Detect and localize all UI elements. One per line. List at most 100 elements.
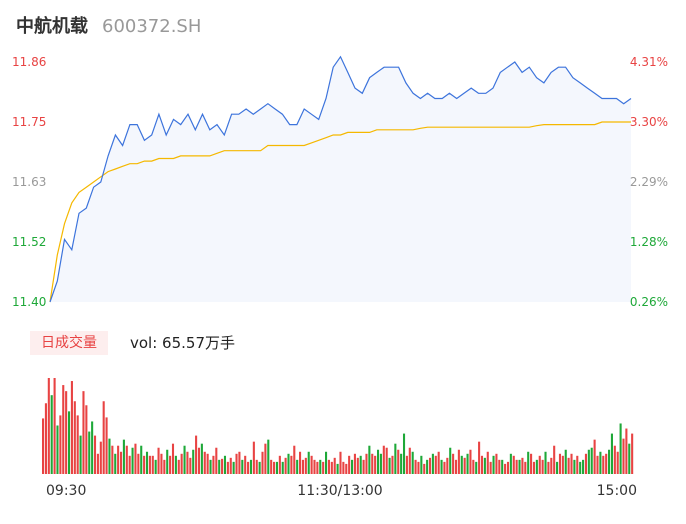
volume-bar (67, 411, 71, 474)
volume-bar (47, 378, 50, 474)
volume-bar (264, 443, 267, 474)
volume-bar (131, 447, 134, 474)
volume-bar (301, 459, 304, 474)
volume-bar (238, 451, 241, 474)
volume-bar (558, 453, 562, 474)
volume-bar (535, 459, 538, 474)
volume-bar (148, 455, 151, 474)
pct-tick-label: 3.30% (630, 115, 668, 129)
volume-bar (171, 443, 175, 474)
volume-bar (550, 457, 553, 474)
volume-bar (382, 445, 385, 474)
volume-bar (267, 439, 270, 474)
volume-bar (114, 453, 117, 474)
volume-bar (411, 451, 414, 474)
volume-bar (486, 451, 489, 474)
volume-bar (359, 455, 362, 474)
volume-bar (587, 449, 590, 474)
volume-bar (307, 451, 310, 474)
volume-bar (530, 453, 533, 474)
stock-name: 中航机载 (16, 16, 88, 37)
volume-bar (362, 459, 365, 474)
volume-bar (336, 463, 339, 474)
volume-bar (319, 459, 322, 474)
volume-bar (561, 455, 564, 474)
volume-bar (501, 459, 504, 474)
volume-bar (273, 461, 276, 474)
volume-bar (446, 457, 449, 474)
pct-tick-label: 2.29% (630, 175, 668, 189)
volume-bar (596, 455, 599, 474)
volume-bar (394, 443, 397, 474)
volume-bar (313, 459, 316, 474)
volume-bar (385, 447, 388, 474)
volume-bar (345, 463, 348, 474)
volume-bar (180, 453, 183, 474)
volume-bar (197, 447, 201, 474)
volume-bar (91, 421, 94, 474)
volume-bar (353, 453, 356, 474)
volume-bar (541, 459, 544, 474)
volume-bar (590, 447, 593, 474)
volume-bar (498, 459, 501, 474)
x-tick-label: 15:00 (597, 483, 637, 499)
volume-bar (400, 453, 403, 474)
volume-bar (472, 459, 475, 474)
volume-bar (154, 459, 157, 474)
volume-bar (62, 385, 65, 474)
volume-bar (512, 455, 515, 474)
stock-code: 600372.SH (102, 16, 202, 37)
volume-bar (296, 459, 299, 474)
volume-bar (105, 417, 108, 474)
volume-bar (495, 453, 498, 474)
volume-bar (232, 461, 235, 474)
volume-bar (449, 447, 452, 474)
volume-bar (437, 451, 440, 474)
volume-bar (160, 453, 163, 474)
volume-bar (50, 395, 53, 474)
pct-tick-label: 1.28% (630, 235, 668, 249)
volume-bar (206, 453, 209, 474)
volume-bar (163, 459, 166, 474)
volume-bar (567, 457, 570, 474)
volume-bar (270, 459, 273, 474)
price-tick-label: 11.63 (12, 175, 46, 189)
price-tick-label: 11.52 (12, 235, 46, 249)
volume-bar (475, 461, 478, 474)
volume-bar (189, 457, 192, 474)
x-tick-label: 09:30 (46, 483, 86, 499)
volume-bar (145, 451, 149, 474)
volume-bar (244, 455, 247, 474)
volume-bar (258, 461, 261, 474)
volume-bar (93, 435, 97, 474)
volume-bar (304, 457, 307, 474)
volume-bar (235, 453, 238, 474)
volume-bar (70, 381, 73, 474)
volume-bar (76, 415, 79, 474)
volume-bar (299, 451, 302, 474)
volume-bar (478, 441, 481, 474)
volume-bar (428, 457, 432, 474)
volume-bar (434, 455, 437, 474)
volume-bar (584, 453, 587, 474)
volume-bar (44, 403, 47, 474)
volume-bar (223, 455, 227, 474)
volume-bar (564, 449, 567, 474)
volume-bar (460, 455, 463, 474)
volume-bar (111, 445, 114, 474)
volume-bar (186, 451, 189, 474)
volume-bar (137, 453, 140, 474)
volume-bar (608, 449, 611, 474)
volume-bar (203, 451, 206, 474)
volume-bar (553, 445, 556, 474)
volume-bar (342, 461, 345, 474)
volume-bar (440, 459, 443, 474)
volume-bar (619, 423, 622, 474)
volume-bar (579, 461, 582, 474)
volume-bar (547, 461, 550, 474)
volume-bar (504, 463, 507, 474)
volume-bar (261, 451, 264, 474)
volume-bar (463, 457, 466, 474)
volume-bar (527, 451, 530, 474)
volume-bar (423, 463, 426, 474)
